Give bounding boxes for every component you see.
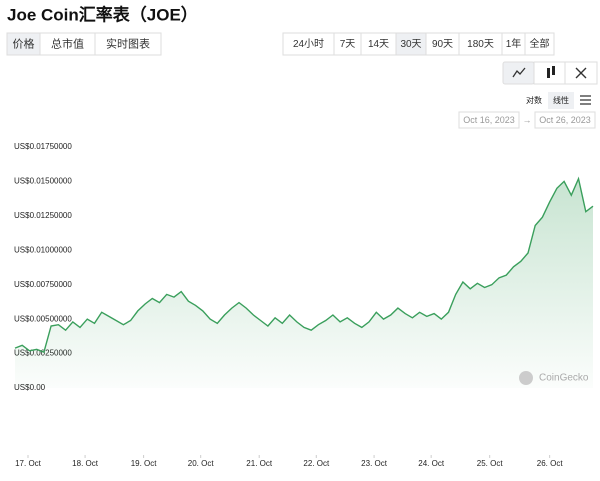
range-button[interactable] bbox=[524, 32, 555, 56]
linear-button[interactable] bbox=[548, 92, 574, 109]
line-icon bbox=[512, 67, 526, 78]
watermark-logo bbox=[519, 371, 533, 385]
area bbox=[15, 178, 593, 388]
range-label: 7天 bbox=[340, 39, 356, 50]
candle-icon bbox=[547, 68, 550, 78]
y-tick-label: US$0.01750000 bbox=[14, 142, 72, 151]
tab-button[interactable] bbox=[94, 32, 162, 56]
tab-label: 价格 bbox=[13, 36, 35, 50]
x-tick-label: 18. Oct bbox=[72, 459, 99, 468]
watermark: CoinGecko bbox=[539, 373, 589, 384]
range-label: 30天 bbox=[400, 39, 421, 50]
linear-label: 线性 bbox=[553, 95, 569, 105]
range-label: 全部 bbox=[530, 37, 550, 50]
range-label: 1年 bbox=[506, 37, 522, 50]
range-label: 14天 bbox=[368, 39, 389, 50]
x-tick-label: 23. Oct bbox=[361, 459, 388, 468]
log-button[interactable] bbox=[521, 92, 547, 109]
tab-label: 实时图表 bbox=[106, 36, 150, 50]
x-tick-label: 22. Oct bbox=[303, 459, 330, 468]
x-tick-label: 26. Oct bbox=[537, 459, 564, 468]
y-tick-label: US$0.01250000 bbox=[14, 211, 72, 220]
date-end-input[interactable] bbox=[534, 111, 596, 129]
x-tick-label: 20. Oct bbox=[188, 459, 215, 468]
x-tick-label: 24. Oct bbox=[418, 459, 445, 468]
date-start-input[interactable] bbox=[458, 111, 520, 129]
y-tick-label: US$0.00500000 bbox=[14, 314, 72, 323]
candle-icon bbox=[552, 66, 555, 75]
date-start: Oct 16, 2023 bbox=[463, 115, 515, 125]
menu-icon[interactable] bbox=[580, 95, 591, 105]
range-group: 24小时 7天 14天 30天 90天 180天 1年 全部 bbox=[282, 32, 555, 56]
x-tick-label: 19. Oct bbox=[131, 459, 158, 468]
x-tick-label: 25. Oct bbox=[477, 459, 504, 468]
range-label: 90天 bbox=[432, 39, 453, 50]
y-tick-label: US$0.01000000 bbox=[14, 245, 72, 254]
y-tick-label: US$0.01500000 bbox=[14, 177, 72, 186]
chart-type-icons bbox=[502, 61, 598, 85]
price-line bbox=[14, 176, 594, 354]
plot: US$0.00US$0.00250000US$0.00500000US$0.00… bbox=[14, 142, 594, 468]
arrow: → bbox=[523, 115, 532, 125]
tab-group: 价格 总市值 实时图表 bbox=[6, 32, 162, 56]
tab-label: 总市值 bbox=[51, 36, 84, 50]
title: Joe Coin汇率表（JOE） bbox=[7, 4, 198, 24]
range-label: 24小时 bbox=[293, 38, 324, 50]
expand-icon bbox=[575, 67, 587, 79]
log-label: 对数 bbox=[526, 95, 542, 105]
date-end: Oct 26, 2023 bbox=[539, 115, 591, 125]
x-tick-label: 17. Oct bbox=[15, 459, 42, 468]
y-tick-label: US$0.00750000 bbox=[14, 280, 72, 289]
range-label: 180天 bbox=[467, 39, 494, 50]
x-tick-label: 21. Oct bbox=[246, 459, 273, 468]
